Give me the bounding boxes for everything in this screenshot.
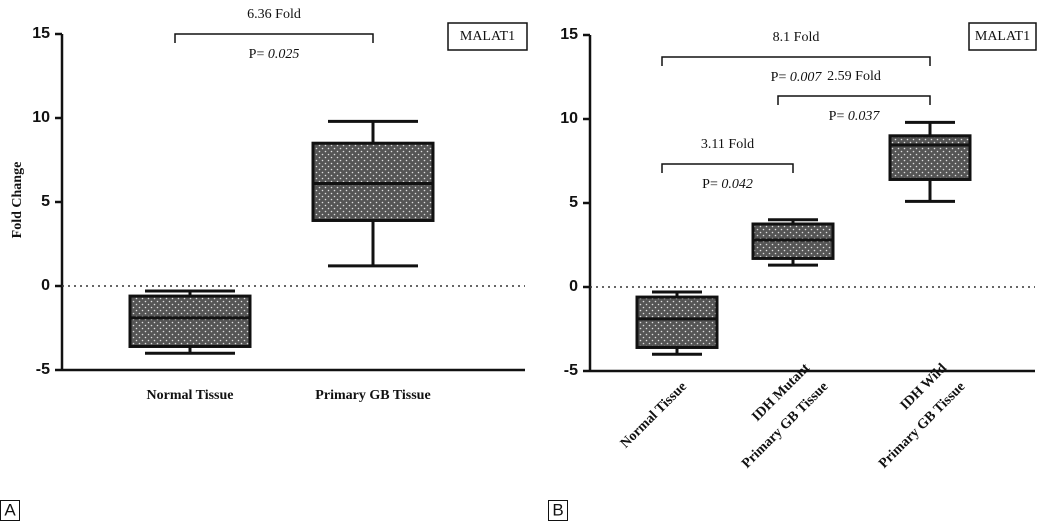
p-value-label: P= 0.025 [249,47,300,62]
gene-label-box [447,22,528,51]
x-tick-label: Normal Tissue [618,379,690,451]
fold-label: 3.11 Fold [701,137,754,152]
box [635,295,719,349]
x-tick-label: IDH WildPrimary GB Tissue [858,361,969,472]
y-tick-label: 0 [41,277,50,294]
p-value: 0.037 [848,109,881,124]
y-tick-label: 10 [32,109,50,126]
panel-letter: A [4,500,16,519]
significance-bracket [661,163,794,173]
y-tick-label: 15 [32,25,50,42]
y-axis-label: Fold Change [10,162,25,239]
x-tick-label: Normal Tissue [147,388,234,403]
p-prefix: P= [829,109,845,124]
significance-bracket [777,95,931,105]
box [311,141,435,222]
gene-label-box [968,22,1037,51]
box [128,294,252,348]
fold-label: 6.36 Fold [247,7,301,22]
panel-letter: B [552,500,563,519]
fold-label: 2.59 Fold [827,69,881,84]
p-value: 0.042 [721,177,753,192]
p-prefix: P= [771,70,787,85]
x-tick-label: IDH MutantPrimary GB Tissue [721,361,832,472]
p-value-label: P= 0.037 [829,109,881,124]
gene-label: MALAT1 [460,29,515,44]
y-tick-label: -5 [36,361,50,378]
box [888,134,972,181]
p-prefix: P= [249,47,265,62]
fold-label: 8.1 Fold [773,30,820,45]
y-tick-label: 10 [560,110,578,127]
y-tick-label: 5 [41,193,50,210]
p-value: 0.007 [790,70,823,85]
y-tick-label: -5 [564,362,578,379]
y-tick-label: 0 [569,278,578,295]
p-prefix: P= [702,177,718,192]
y-tick-label: 15 [560,26,578,43]
p-value-label: P= 0.007 [771,70,823,85]
significance-bracket [661,56,931,66]
x-tick-label: Primary GB Tissue [315,388,430,403]
significance-bracket [174,33,374,43]
y-tick-label: 5 [569,194,578,211]
p-value-label: P= 0.042 [702,177,753,192]
p-value: 0.025 [268,47,300,62]
gene-label: MALAT1 [975,29,1030,44]
